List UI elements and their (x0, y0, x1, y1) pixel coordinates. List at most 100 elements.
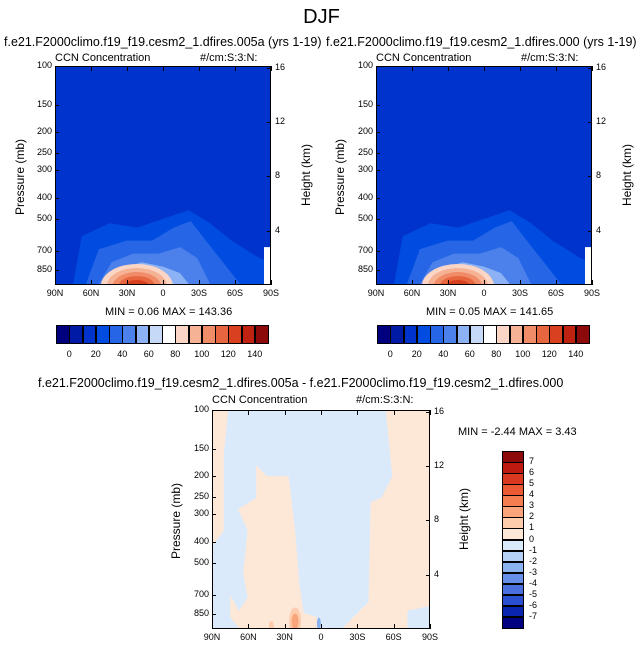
panel3-y2tick-mark (426, 574, 430, 576)
panel2-xtick-mark-top (448, 66, 449, 71)
panel3-y2tick: 12 (434, 459, 445, 470)
colorbar-label: 20 (411, 349, 422, 359)
panel2-ytick-mark (376, 153, 380, 155)
panel3-xtick: 60S (385, 632, 402, 642)
panel2-contour-svg (377, 67, 591, 284)
colorbar-label: -6 (529, 599, 538, 610)
panel3-ytick-mark (212, 541, 216, 543)
diff-negative-region-1 (226, 510, 248, 611)
panel1-y2label: Height (km) (299, 144, 313, 207)
panel1-stats: MIN = 0.06 MAX = 143.36 (105, 306, 233, 318)
panel2-xtick-mark (592, 280, 593, 285)
colorbar-label: 20 (90, 349, 101, 359)
colorbar-swatch (456, 325, 471, 344)
colorbar-swatch (403, 325, 418, 344)
panel3-colorbar: 7 6 5 4 3 2 1 0 -1 -2 -3 -4 -5 -6 -7 (502, 451, 537, 629)
panel3-ytick: 500 (193, 557, 209, 568)
panel3-plot-area (212, 410, 430, 629)
colorbar-swatch (502, 484, 524, 496)
panel3-xtick: 60N (240, 632, 257, 642)
colorbar-swatch (562, 325, 577, 344)
panel2-ytick-mark (376, 251, 380, 253)
colorbar-swatch (502, 616, 524, 629)
panel3-ytick: 300 (193, 508, 209, 519)
diff-min-spot (316, 617, 321, 628)
panel2-xtick: 60N (403, 288, 421, 298)
panel1-xtick-mark (271, 280, 272, 285)
panel1-y2tick: 16 (275, 61, 286, 72)
colorbar-swatch (188, 325, 203, 344)
colorbar-label: 140 (568, 349, 584, 359)
colorbar-swatch (502, 561, 524, 574)
panel2-xtick-mark-top (556, 66, 557, 71)
panel1-xtick-mark-top (55, 66, 56, 71)
colorbar-swatch (430, 325, 444, 344)
panel3-ytick: 200 (193, 469, 209, 480)
panel1-ytick: 300 (36, 164, 52, 175)
colorbar-swatch (502, 594, 524, 607)
panel1-xtick-mark-top (235, 66, 236, 71)
colorbar-label: 5 (529, 478, 535, 489)
colorbar-swatch (502, 473, 524, 485)
panel3-xtick-mark (321, 624, 322, 629)
panel2-ytick: 300 (357, 164, 373, 175)
panel2-y2tick-mark (588, 176, 592, 178)
panel2-ytick: 200 (357, 125, 373, 136)
panel1-ytick: 400 (36, 191, 52, 202)
panel3-xtick-mark (212, 624, 213, 629)
page-title: DJF (303, 6, 340, 28)
panel3-ytick-mark (212, 497, 216, 499)
panel2-ytick: 250 (357, 147, 373, 158)
panel2-ytick: 500 (357, 213, 373, 224)
panel1-xtick-mark-top (91, 66, 92, 71)
colorbar-swatch (241, 325, 256, 344)
panel3-ytick-mark (212, 448, 216, 450)
colorbar-swatch (522, 325, 537, 344)
colorbar-label: 100 (515, 349, 531, 359)
colorbar-swatch (502, 495, 524, 507)
colorbar-label: 3 (529, 500, 535, 511)
panel2-title: CCN Concentration (376, 52, 472, 64)
colorbar-label: 60 (464, 349, 475, 359)
panel2-xtick-mark-top (376, 66, 377, 71)
panel1-xtick-mark (127, 280, 128, 285)
colorbar-label: 0 (529, 533, 535, 544)
panel1-ytick-mark (55, 251, 59, 253)
panel3-xtick-mark-top (248, 410, 250, 415)
panel1-contour-svg (56, 67, 270, 284)
panel3-xtick-mark (248, 624, 250, 629)
panel2-ytick-mark (376, 66, 380, 67)
panel2-xtick-mark (484, 280, 485, 285)
panel1-ytick-mark (55, 219, 59, 221)
panel3-ytick: 150 (193, 442, 209, 453)
panel3-y2tick: 16 (434, 405, 445, 416)
panel2-y2tick: 8 (596, 170, 602, 181)
panel1-ytick: 200 (36, 125, 52, 136)
panel2-ytick-mark (376, 269, 380, 271)
colorbar-swatch (549, 325, 563, 344)
panel1-ytick: 250 (36, 147, 52, 158)
panel3-ytick: 850 (193, 607, 209, 618)
colorbar-swatch (162, 325, 176, 344)
panel2-xtick-mark (556, 280, 557, 285)
colorbar-swatch (201, 325, 216, 344)
colorbar-label: -5 (529, 588, 538, 599)
colorbar-swatch (56, 325, 70, 344)
panel2-ytick-mark (376, 219, 380, 221)
panel2-xtick-mark (412, 280, 413, 285)
colorbar-swatch (416, 325, 431, 344)
colorbar-label: -3 (529, 566, 538, 577)
panel1-run-label: f.e21.F2000climo.f19_f19.cesm2_1.dfires.… (4, 35, 322, 49)
colorbar-swatch (502, 506, 524, 518)
colorbar-label: 6 (529, 467, 535, 478)
panel3-xtick: 30S (349, 632, 366, 642)
colorbar-swatch (502, 572, 524, 585)
panel3-ytick-mark (212, 410, 216, 411)
panel2-xtick-mark-top (484, 66, 485, 71)
panel1-xtick-mark-top (127, 66, 128, 71)
panel2-xtick: 30S (511, 288, 528, 298)
panel3-ytick: 250 (193, 491, 209, 502)
colorbar-label: 80 (170, 349, 181, 359)
panel1-xtick: 0 (160, 288, 166, 298)
panel3-ytick: 700 (193, 589, 209, 600)
